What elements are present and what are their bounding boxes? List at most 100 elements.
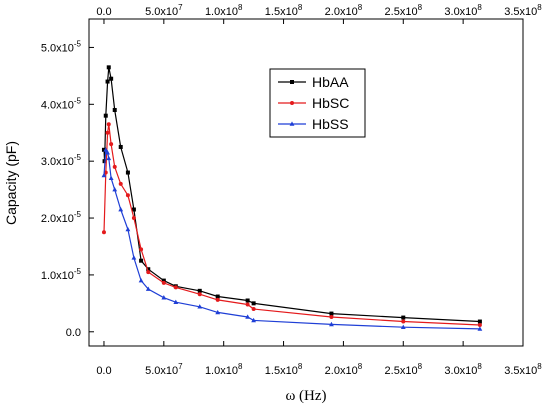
data-point-hbsc (161, 280, 166, 285)
legend-marker-hbaa (290, 80, 294, 84)
x-axis-ticks-top: 0.0 5.0x107 1.0x108 1.5x108 2.0x108 2.5x108 3.… (96, 3, 542, 24)
y-tick-label: 1.0x10-5 (41, 267, 82, 282)
x-tick-label-bottom-exponent: 8 (537, 362, 542, 371)
data-point-hbaa (401, 315, 406, 320)
data-point-hbsc (477, 322, 482, 327)
data-point-hbsc (245, 302, 250, 307)
x-tick-label-top-base: 3.5x10 (504, 6, 537, 18)
data-point-hbss (138, 278, 144, 283)
data-point-hbaa (131, 207, 136, 212)
legend-label-hbaa: HbAA (312, 74, 349, 90)
data-point-hbss (197, 304, 203, 309)
x-tick-label-top-exponent: 8 (418, 3, 423, 12)
data-point-hbaa (251, 301, 256, 306)
data-point-hbaa (215, 294, 220, 299)
x-tick-label-bottom: 5.0x107 (145, 362, 183, 377)
x-tick-label-top: 3.5x108 (504, 3, 542, 18)
x-tick-label-top: 5.0x107 (145, 3, 183, 18)
data-point-hbss (101, 172, 107, 178)
y-tick-label-base: 2.0x10 (41, 213, 74, 225)
data-point-hbaa (125, 170, 130, 175)
data-point-hbss (108, 175, 114, 181)
data-point-hbss (105, 150, 110, 155)
data-point-hbsc (197, 292, 202, 297)
data-point-hbss (161, 295, 167, 300)
x-tick-label-top-exponent: 8 (537, 3, 542, 12)
y-tick-label-exponent: -5 (74, 210, 82, 219)
x-tick-label-bottom: 1.5x108 (265, 362, 303, 377)
x-tick-label-top-exponent: 8 (298, 3, 303, 12)
y-tick-label: 4.0x10-5 (41, 96, 82, 111)
data-point-hbsc (329, 314, 334, 319)
data-point-hbaa (477, 319, 482, 324)
data-point-hbss (112, 187, 118, 192)
plot-frame (88, 18, 524, 347)
data-point-hbaa (329, 311, 334, 316)
x-tick-label-bottom: 0.0 (96, 365, 111, 377)
x-tick-label-top-base: 0.0 (96, 6, 111, 18)
x-tick-label-bottom-base: 1.5x10 (265, 365, 298, 377)
data-point-hbss (477, 326, 483, 331)
x-tick-label-bottom-base: 5.0x10 (145, 365, 178, 377)
x-tick-label-bottom-exponent: 8 (477, 362, 482, 371)
data-point-hbsc (131, 216, 136, 221)
x-tick-label-top-exponent: 8 (477, 3, 482, 12)
data-point-hbsc (139, 247, 144, 252)
x-tick-label-bottom-exponent: 8 (418, 362, 423, 371)
y-tick-label-exponent: -5 (74, 267, 82, 276)
x-tick-label-top: 2.0x108 (325, 3, 363, 18)
x-tick-label-top: 0.0 (96, 6, 111, 18)
x-tick-label-top-exponent: 7 (178, 3, 183, 12)
data-point-hbss (131, 255, 137, 260)
legend-marker-hbss (289, 121, 295, 126)
data-point-hbaa (146, 267, 151, 272)
data-point-hbsc (401, 319, 406, 324)
data-point-hbss (329, 321, 334, 327)
x-tick-label-top: 2.5x108 (385, 3, 423, 18)
series-hbsc (101, 122, 482, 327)
data-point-hbsc (118, 181, 123, 186)
x-tick-label-bottom-base: 2.0x10 (325, 365, 358, 377)
y-tick-label: 2.0x10-5 (41, 210, 82, 225)
y-axis-ticks: 0.01.0x10-52.0x10-53.0x10-54.0x10-55.0x1… (41, 39, 94, 339)
x-tick-label-top-base: 5.0x10 (145, 6, 178, 18)
x-tick-label-bottom-base: 2.5x10 (385, 365, 418, 377)
data-point-hbss (118, 206, 124, 212)
data-point-hbsc (109, 142, 114, 147)
x-tick-label-bottom-base: 3.5x10 (504, 365, 537, 377)
y-tick-label-base: 5.0x10 (41, 42, 74, 54)
data-point-hbaa (109, 76, 114, 81)
data-point-hbaa (105, 79, 110, 84)
x-tick-label-bottom-base: 0.0 (96, 365, 111, 377)
data-point-hbss (106, 155, 112, 161)
data-point-hbaa (197, 288, 202, 293)
data-point-hbaa (112, 107, 117, 112)
legend-marker-hbsc (290, 101, 294, 105)
y-tick-label-exponent: -5 (74, 96, 82, 105)
data-point-hbsc (101, 230, 106, 235)
x-tick-label-top-exponent: 8 (238, 3, 243, 12)
data-point-hbaa (101, 147, 106, 152)
y-axis-title: Capacity (pF) (3, 141, 19, 225)
x-axis-title: ω (Hz) (285, 388, 326, 404)
y-tick-label: 5.0x10-5 (41, 39, 82, 54)
x-tick-label-top: 3.0x108 (444, 3, 482, 18)
data-point-hbaa (161, 278, 166, 283)
x-tick-label-top-base: 2.0x10 (325, 6, 358, 18)
data-point-hbss (215, 309, 221, 315)
x-tick-label-bottom-exponent: 8 (358, 362, 363, 371)
series-hbss (101, 147, 483, 331)
x-tick-label-top-base: 2.5x10 (385, 6, 418, 18)
x-tick-label-top-exponent: 8 (358, 3, 363, 12)
data-point-hbss (245, 314, 251, 319)
x-tick-label-bottom: 2.0x108 (325, 362, 363, 377)
data-point-hbss (145, 286, 151, 291)
y-tick-label: 0.0 (66, 327, 81, 339)
data-point-hbsc (105, 130, 110, 135)
data-point-hbsc (146, 270, 151, 275)
data-point-hbsc (125, 193, 130, 198)
series-line-hbss (103, 147, 480, 330)
legend-label-hbsc: HbSC (312, 95, 349, 111)
x-tick-label-bottom: 1.0x108 (205, 362, 243, 377)
